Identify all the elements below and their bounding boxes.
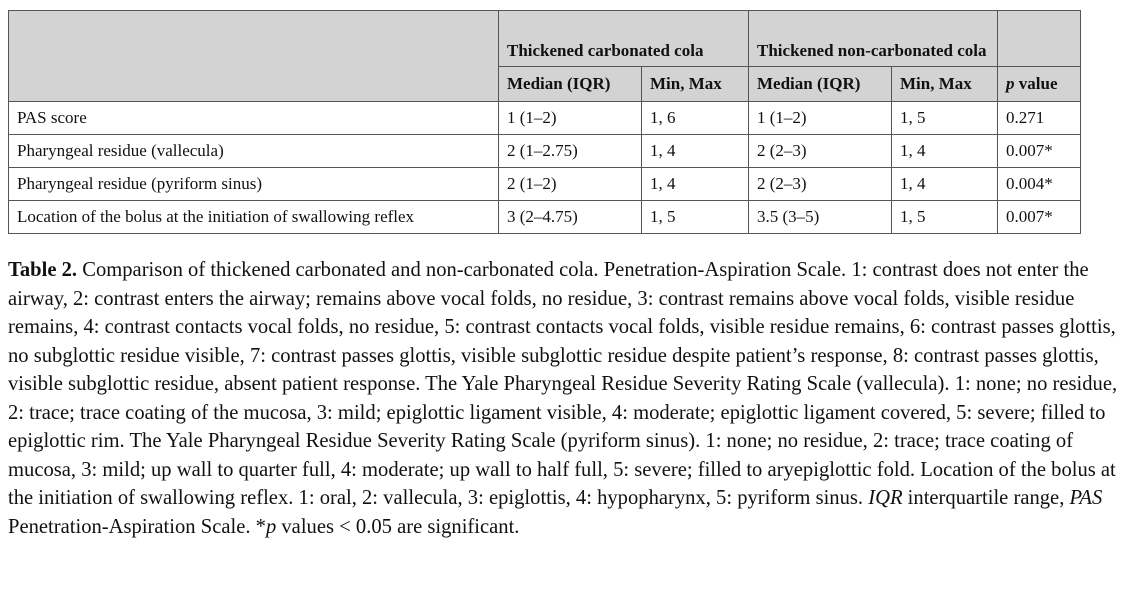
cell-median-carb: 2 (1–2.75)	[498, 134, 642, 168]
cell-minmax-carb: 1, 5	[640, 200, 750, 234]
table-row: Pharyngeal residue (vallecula) 2 (1–2.75…	[8, 134, 1082, 168]
table-row: Location of the bolus at the initiation …	[8, 200, 1082, 234]
header-pvalue: p value	[997, 66, 1082, 102]
header-blank-cell	[8, 10, 499, 102]
row-label: PAS score	[8, 101, 499, 135]
header-carbonated-group: Thickened carbonated cola	[497, 10, 750, 67]
cell-pvalue: 0.271	[997, 101, 1082, 135]
cell-median-carb: 3 (2–4.75)	[498, 200, 642, 234]
cell-median-noncarb: 2 (2–3)	[748, 167, 893, 201]
header-pvalue-top	[997, 10, 1082, 67]
cell-minmax-carb: 1, 4	[640, 134, 750, 168]
table-row: PAS score 1 (1–2) 1, 6 1 (1–2) 1, 5 0.27…	[8, 101, 1082, 135]
results-table-container: Thickened carbonated cola Thickened non-…	[8, 10, 1082, 234]
caption-abbr-pas: PAS	[1069, 487, 1103, 509]
header-minmax-noncarb: Min, Max	[891, 66, 999, 102]
table-sub-header-row: Median (IQR) Min, Max Median (IQR) Min, …	[9, 66, 1082, 102]
caption-text-1: Comparison of thickened carbonated and n…	[8, 259, 1118, 509]
row-label: Pharyngeal residue (vallecula)	[8, 134, 499, 168]
cell-pvalue: 0.007*	[997, 200, 1082, 234]
caption-text-3: Penetration-Aspiration Scale. *	[8, 515, 266, 538]
row-label: Location of the bolus at the initiation …	[8, 200, 499, 234]
caption-text-2: interquartile range,	[902, 487, 1070, 509]
header-median-iqr-carb: Median (IQR)	[498, 66, 642, 102]
cell-minmax-noncarb: 1, 5	[891, 200, 999, 234]
caption-label: Table 2.	[8, 259, 78, 281]
results-table: Thickened carbonated cola Thickened non-…	[8, 10, 1082, 234]
caption-text-4: values < 0.05 are significant.	[276, 515, 520, 538]
header-pvalue-italic: p	[1006, 74, 1015, 93]
header-pvalue-rest: value	[1014, 74, 1058, 93]
table-group-header-row: Thickened carbonated cola Thickened non-…	[8, 10, 1082, 102]
cell-pvalue: 0.007*	[997, 134, 1082, 168]
header-minmax-carb: Min, Max	[640, 66, 750, 102]
table-caption: Table 2. Comparison of thickened carbona…	[8, 256, 1123, 541]
cell-minmax-noncarb: 1, 4	[891, 167, 999, 201]
cell-median-noncarb: 3.5 (3–5)	[748, 200, 893, 234]
header-median-iqr-noncarb: Median (IQR)	[748, 66, 893, 102]
cell-minmax-carb: 1, 6	[640, 101, 750, 135]
cell-median-carb: 1 (1–2)	[498, 101, 642, 135]
cell-minmax-noncarb: 1, 5	[891, 101, 999, 135]
cell-minmax-noncarb: 1, 4	[891, 134, 999, 168]
table-row: Pharyngeal residue (pyriform sinus) 2 (1…	[8, 167, 1082, 201]
header-noncarbonated-group: Thickened non-carbonated cola	[748, 10, 999, 67]
cell-minmax-carb: 1, 4	[640, 167, 750, 201]
cell-pvalue: 0.004*	[997, 167, 1082, 201]
caption-abbr-p: p	[265, 515, 277, 538]
caption-abbr-iqr: IQR	[868, 487, 903, 509]
row-label: Pharyngeal residue (pyriform sinus)	[8, 167, 499, 201]
cell-median-noncarb: 2 (2–3)	[748, 134, 893, 168]
cell-median-carb: 2 (1–2)	[498, 167, 642, 201]
cell-median-noncarb: 1 (1–2)	[748, 101, 893, 135]
